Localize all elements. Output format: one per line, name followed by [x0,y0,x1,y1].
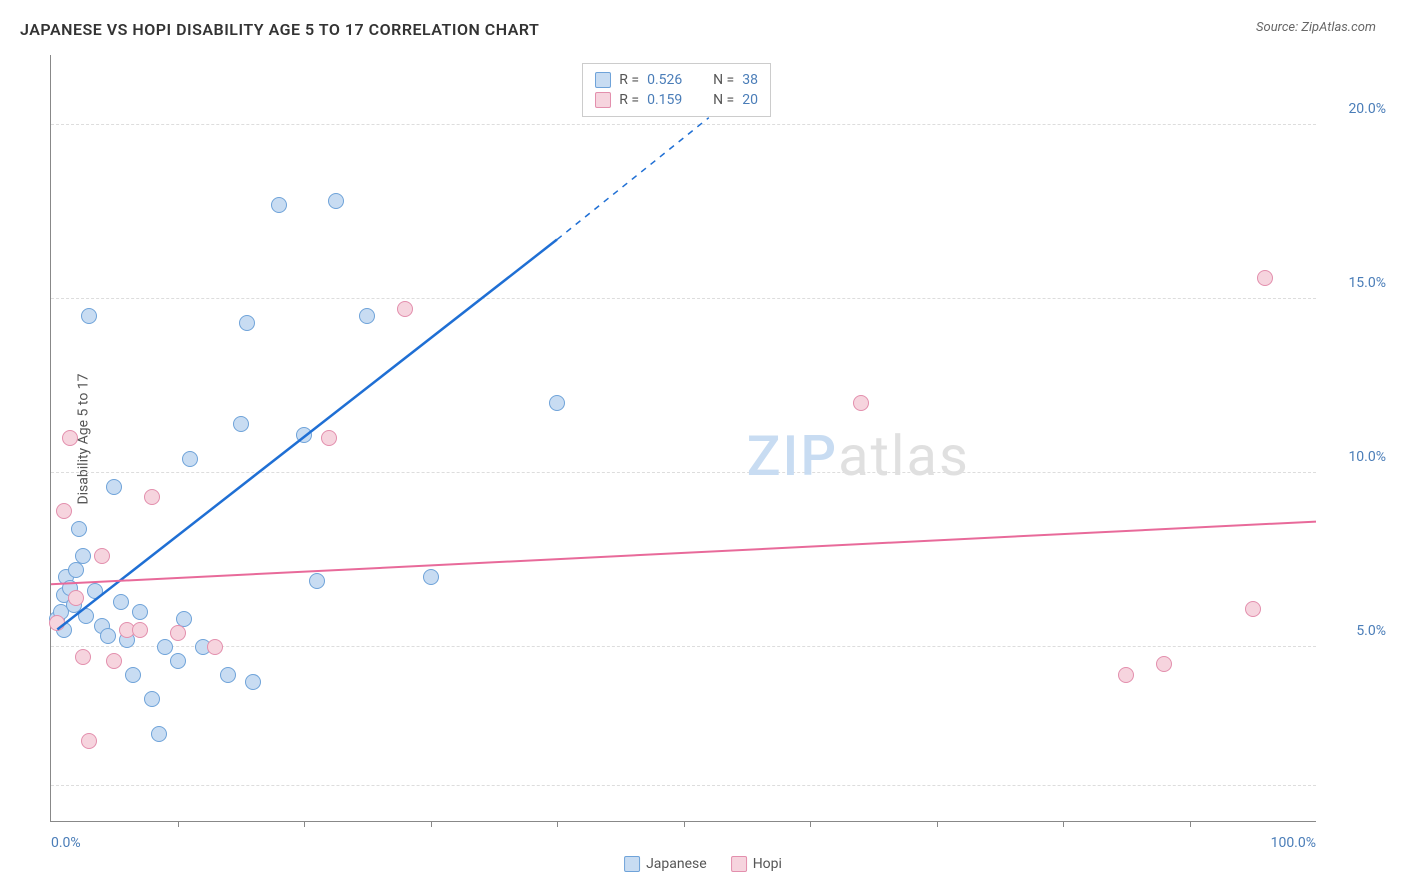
legend-label-hopi: Hopi [753,856,782,872]
data-point [397,301,413,317]
data-point [113,594,129,610]
x-tick-mark [1190,821,1191,827]
data-point [271,197,287,213]
data-point [359,308,375,324]
data-point [1156,656,1172,672]
data-point [144,691,160,707]
data-point [1257,270,1273,286]
data-point [106,479,122,495]
x-tick-mark [178,821,179,827]
data-point [81,308,97,324]
n-label: N = [713,92,734,108]
legend-item-hopi: Hopi [731,856,782,872]
data-point [1245,601,1261,617]
data-point [132,604,148,620]
data-point [328,193,344,209]
gridline [51,646,1316,647]
data-point [68,562,84,578]
x-tick-mark [557,821,558,827]
watermark: ZIPatlas [747,423,970,489]
swatch-hopi [731,856,747,872]
x-tick-mark [1063,821,1064,827]
chart-title: JAPANESE VS HOPI DISABILITY AGE 5 TO 17 … [20,20,539,39]
data-point [182,451,198,467]
gridline [51,785,1316,786]
data-point [94,548,110,564]
data-point [56,503,72,519]
data-point [233,416,249,432]
data-point [321,430,337,446]
data-point [68,590,84,606]
watermark-zip: ZIP [747,423,838,489]
data-point [81,733,97,749]
data-point [239,315,255,331]
data-point [144,489,160,505]
n-value-hopi: 20 [742,92,758,108]
correlation-row-hopi: R = 0.159 N = 20 [595,90,758,110]
swatch-japanese [624,856,640,872]
data-point [87,583,103,599]
data-point [549,395,565,411]
data-point [853,395,869,411]
x-tick-mark [810,821,811,827]
correlation-legend: R = 0.526 N = 38 R = 0.159 N = 20 [582,63,771,117]
gridline [51,298,1316,299]
gridline [51,124,1316,125]
series-legend: Japanese Hopi [624,856,782,872]
data-point [309,573,325,589]
data-point [62,430,78,446]
data-point [220,667,236,683]
data-point [1118,667,1134,683]
data-point [125,667,141,683]
data-point [78,608,94,624]
data-point [75,649,91,665]
data-point [151,726,167,742]
x-tick-label: 0.0% [51,835,81,851]
data-point [245,674,261,690]
y-tick-label: 10.0% [1326,449,1386,465]
chart-source: Source: ZipAtlas.com [1256,20,1376,35]
x-tick-label: 100.0% [1271,835,1316,851]
data-point [75,548,91,564]
regression-lines [51,55,1316,821]
data-point [207,639,223,655]
r-label: R = [619,72,639,88]
data-point [100,628,116,644]
swatch-japanese [595,72,611,88]
x-tick-mark [304,821,305,827]
data-point [296,427,312,443]
x-tick-mark [684,821,685,827]
plot-region: ZIPatlas R = 0.526 N = 38 R = 0.159 N = … [50,55,1316,822]
chart-header: JAPANESE VS HOPI DISABILITY AGE 5 TO 17 … [0,0,1406,49]
legend-label-japanese: Japanese [646,856,707,872]
n-label: N = [713,72,734,88]
data-point [71,521,87,537]
gridline [51,472,1316,473]
data-point [106,653,122,669]
y-tick-label: 20.0% [1326,101,1386,117]
n-value-japanese: 38 [742,72,758,88]
data-point [132,622,148,638]
data-point [170,625,186,641]
data-point [170,653,186,669]
r-value-japanese: 0.526 [647,72,697,88]
x-tick-mark [937,821,938,827]
swatch-hopi [595,92,611,108]
legend-item-japanese: Japanese [624,856,707,872]
correlation-row-japanese: R = 0.526 N = 38 [595,70,758,90]
watermark-atlas: atlas [838,423,970,489]
x-tick-mark [431,821,432,827]
y-tick-label: 15.0% [1326,275,1386,291]
data-point [49,615,65,631]
r-label: R = [619,92,639,108]
data-point [157,639,173,655]
data-point [423,569,439,585]
y-tick-label: 5.0% [1326,623,1386,639]
chart-area: Disability Age 5 to 17 ZIPatlas R = 0.52… [50,55,1316,822]
r-value-hopi: 0.159 [647,92,697,108]
